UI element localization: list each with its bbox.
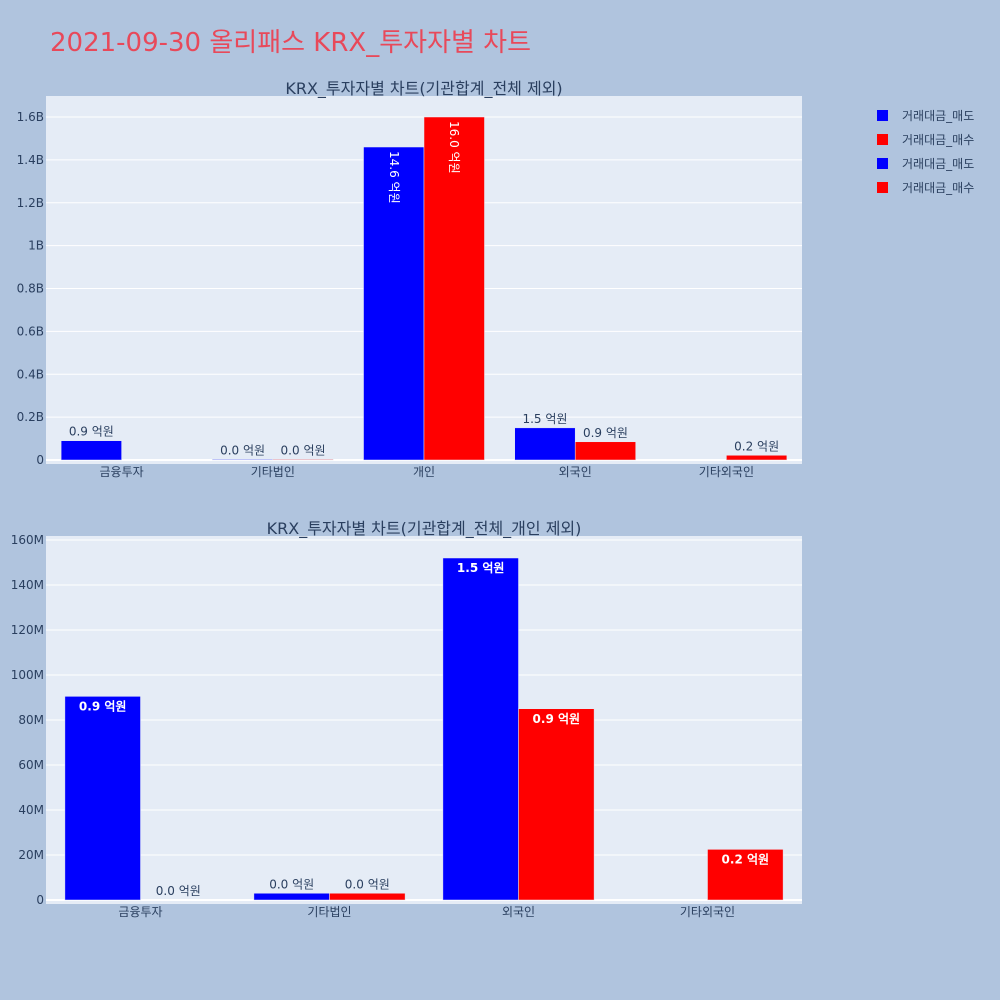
bar[interactable]: [64, 696, 141, 901]
bar[interactable]: [60, 440, 122, 461]
legend-swatch[interactable]: [877, 110, 888, 121]
y-tick-label: 1.6B: [17, 110, 44, 124]
x-tick-label: 기타법인: [307, 905, 351, 919]
y-tick-label: 0: [36, 453, 44, 467]
y-tick-label: 0.8B: [17, 282, 44, 296]
bar[interactable]: [272, 459, 334, 461]
data-label: 1.5 억원: [457, 561, 505, 575]
bar[interactable]: [423, 116, 485, 461]
chart-title: KRX_투자자별 차트(기관합계_전체 제외): [285, 79, 562, 99]
y-tick-label: 0.2B: [17, 410, 44, 424]
y-tick-label: 1B: [28, 239, 44, 253]
data-label: 0.9 억원: [583, 426, 628, 440]
legend-swatch[interactable]: [877, 158, 888, 169]
y-tick-label: 40M: [18, 803, 44, 817]
bar[interactable]: [329, 893, 406, 901]
x-tick-label: 기타법인: [251, 465, 295, 479]
bar[interactable]: [442, 557, 519, 901]
data-label: 0.2 억원: [722, 852, 770, 866]
legend-swatch[interactable]: [877, 134, 888, 145]
y-tick-label: 0: [36, 893, 44, 907]
data-label: 14.6 억원: [387, 151, 401, 204]
bar[interactable]: [212, 459, 274, 461]
bar[interactable]: [253, 893, 330, 901]
bar[interactable]: [514, 427, 576, 461]
y-tick-label: 80M: [18, 713, 44, 727]
page-title: 2021-09-30 올리패스 KRX_투자자별 차트: [50, 28, 532, 58]
x-tick-label: 기타외국인: [680, 905, 735, 919]
data-label: 0.9 억원: [79, 699, 127, 713]
legend-item-label[interactable]: 거래대금_매도: [902, 109, 974, 123]
bar[interactable]: [574, 441, 636, 461]
y-tick-label: 1.4B: [17, 153, 44, 167]
data-label: 0.2 억원: [734, 439, 779, 453]
y-tick-label: 140M: [11, 578, 44, 592]
x-tick-label: 개인: [413, 465, 435, 479]
x-tick-label: 기타외국인: [699, 465, 754, 479]
x-tick-label: 외국인: [559, 465, 592, 479]
data-label: 0.0 억원: [269, 877, 314, 891]
chart-panel-bottom: KRX_투자자별 차트(기관합계_전체_개인 제외) 0 20M 40M 60M 80M 1…: [11, 519, 802, 919]
data-label: 0.0 억원: [281, 443, 326, 457]
bar[interactable]: [707, 849, 784, 901]
y-tick-label: 120M: [11, 623, 44, 637]
legend-swatch[interactable]: [877, 182, 888, 193]
y-tick-label: 20M: [18, 848, 44, 862]
data-label: 1.5 억원: [522, 412, 567, 426]
data-label: 16.0 억원: [447, 121, 461, 174]
chart-title: KRX_투자자별 차트(기관합계_전체_개인 제외): [267, 519, 582, 539]
y-tick-label: 0.4B: [17, 367, 44, 381]
legend-item-label[interactable]: 거래대금_매수: [902, 133, 974, 147]
data-label: 0.9 억원: [69, 425, 114, 439]
legend-item-label[interactable]: 거래대금_매수: [902, 181, 974, 195]
bar[interactable]: [518, 708, 595, 901]
y-tick-label: 0.6B: [17, 324, 44, 338]
data-label: 0.0 억원: [345, 877, 390, 891]
y-tick-label: 100M: [11, 668, 44, 682]
bar[interactable]: [726, 455, 788, 461]
bar[interactable]: [363, 146, 425, 461]
chart-panel-top: KRX_투자자별 차트(기관합계_전체 제외) 0 0.2B 0.4B 0.6B 0.8B…: [17, 79, 802, 479]
x-tick-label: 금융투자: [118, 905, 162, 919]
y-tick-label: 60M: [18, 758, 44, 772]
data-label: 0.9 억원: [533, 712, 581, 726]
legend-item-label[interactable]: 거래대금_매도: [902, 157, 974, 171]
data-label: 0.0 억원: [220, 443, 265, 457]
y-tick-label: 160M: [11, 533, 44, 547]
x-tick-label: 외국인: [502, 905, 535, 919]
x-tick-label: 금융투자: [100, 465, 144, 479]
data-label: 0.0 억원: [156, 884, 201, 898]
y-tick-label: 1.2B: [17, 196, 44, 210]
